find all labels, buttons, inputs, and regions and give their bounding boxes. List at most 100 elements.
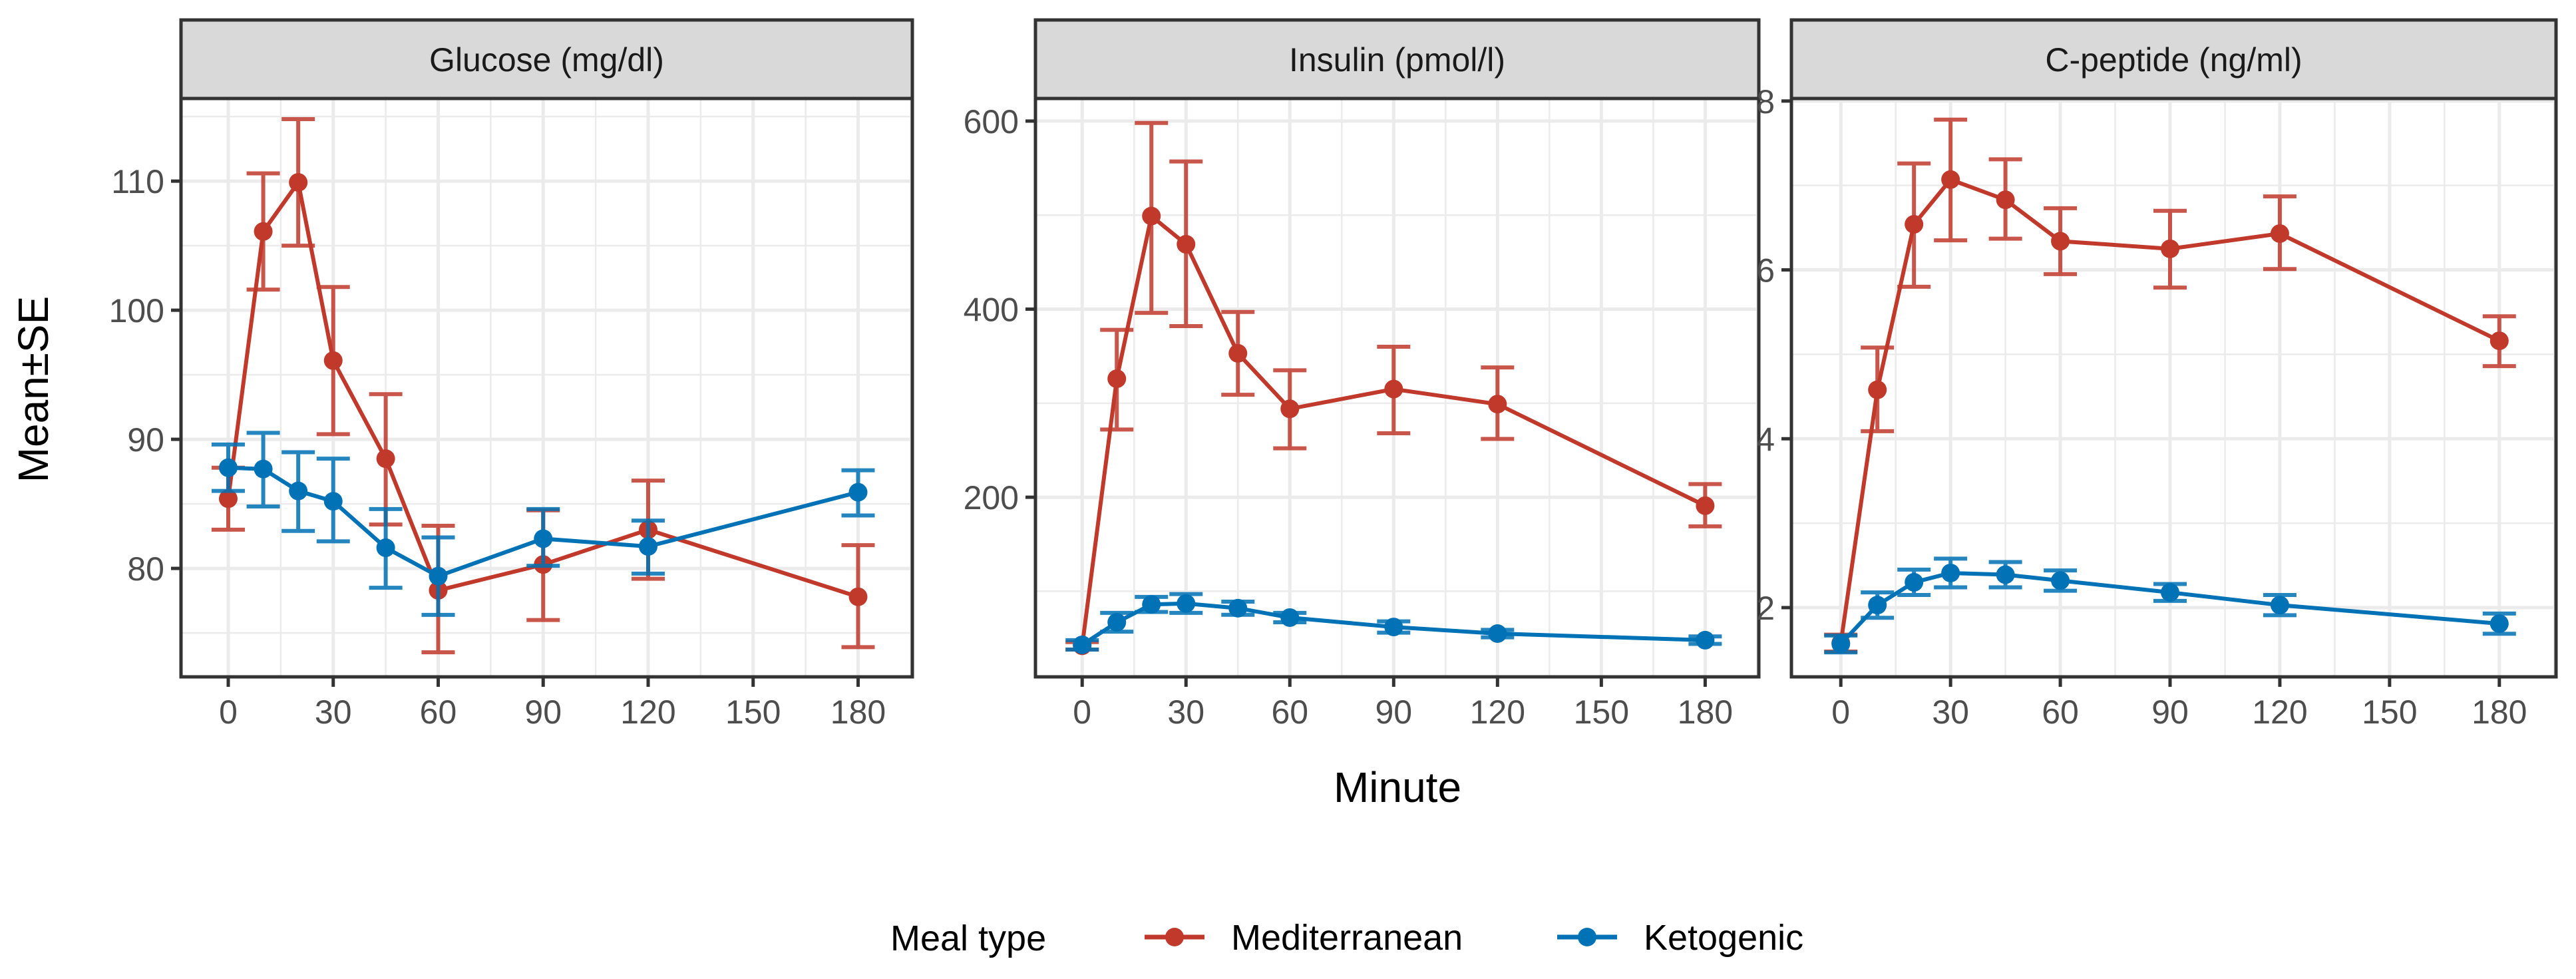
data-point bbox=[1228, 598, 1248, 618]
y-axis-title: Mean±SE bbox=[9, 296, 57, 483]
data-point bbox=[1905, 215, 1924, 234]
y-tick-label: 200 bbox=[964, 479, 1019, 516]
data-point bbox=[323, 351, 343, 370]
y-tick-label: 90 bbox=[127, 421, 164, 459]
data-point bbox=[1868, 596, 1887, 615]
data-point bbox=[848, 587, 868, 606]
x-tick-label: 30 bbox=[315, 693, 352, 731]
data-point bbox=[429, 566, 448, 586]
x-tick-label: 60 bbox=[420, 693, 457, 731]
y-tick-label: 2 bbox=[1756, 590, 1775, 627]
data-point bbox=[2489, 331, 2509, 351]
x-tick-label: 60 bbox=[2042, 693, 2079, 731]
legend-item-mediterranean[interactable]: Mediterranean bbox=[1145, 918, 1463, 958]
facet-strip bbox=[1033, 18, 1761, 100]
data-point bbox=[2051, 571, 2070, 590]
data-point bbox=[1107, 369, 1127, 389]
series-ketogenic bbox=[211, 431, 875, 617]
legend-key-point bbox=[1578, 928, 1596, 946]
data-point bbox=[638, 537, 657, 556]
data-point bbox=[218, 458, 238, 477]
data-point bbox=[2161, 583, 2180, 602]
data-point bbox=[218, 489, 238, 508]
data-point bbox=[534, 529, 553, 548]
data-point bbox=[2270, 224, 2289, 243]
data-point bbox=[289, 173, 308, 192]
data-point bbox=[1941, 563, 1960, 582]
data-point bbox=[2489, 614, 2509, 634]
data-point bbox=[254, 459, 273, 479]
facet-title: Insulin (pmol/l) bbox=[1289, 41, 1505, 79]
legend-title: Meal type bbox=[890, 918, 1046, 958]
data-point bbox=[1177, 235, 1196, 254]
data-point bbox=[1280, 399, 1300, 419]
data-point bbox=[1107, 613, 1127, 632]
panel-2: Insulin (pmol/l) 0 30 60 90 120 150 180 200 400 60… bbox=[964, 18, 1761, 731]
data-point bbox=[2051, 232, 2070, 251]
data-point bbox=[1488, 395, 1507, 414]
series-ketogenic bbox=[1824, 556, 2516, 655]
data-point bbox=[848, 483, 868, 502]
x-tick-label: 150 bbox=[725, 693, 781, 731]
x-tick-label: 120 bbox=[2252, 693, 2307, 731]
x-tick-label: 120 bbox=[620, 693, 675, 731]
x-axis-title: Minute bbox=[1334, 763, 1461, 811]
x-tick-label: 120 bbox=[1470, 693, 1525, 731]
series-mediterranean bbox=[1065, 120, 1722, 656]
data-point bbox=[1280, 608, 1300, 627]
x-tick-label: 30 bbox=[1167, 693, 1204, 731]
legend-label: Ketogenic bbox=[1644, 918, 1803, 958]
data-point bbox=[289, 481, 308, 500]
plot-background bbox=[181, 98, 912, 677]
data-point bbox=[254, 222, 273, 241]
legend: Meal type Mediterranean Ketogenic bbox=[890, 918, 1803, 958]
y-tick-label: 80 bbox=[127, 550, 164, 588]
y-tick-label: 600 bbox=[964, 103, 1019, 140]
x-tick-label: 90 bbox=[2151, 693, 2189, 731]
y-tick-label: 6 bbox=[1756, 252, 1775, 290]
y-tick-label: 8 bbox=[1756, 83, 1775, 120]
legend-item-ketogenic[interactable]: Ketogenic bbox=[1557, 918, 1803, 958]
x-tick-label: 90 bbox=[1375, 693, 1412, 731]
x-tick-label: 180 bbox=[1678, 693, 1733, 731]
data-point bbox=[1073, 635, 1092, 654]
x-tick-label: 150 bbox=[2362, 693, 2417, 731]
x-tick-label: 180 bbox=[2472, 693, 2527, 731]
data-point bbox=[1941, 170, 1960, 189]
facet-strip bbox=[179, 18, 914, 100]
x-tick-label: 150 bbox=[1574, 693, 1629, 731]
y-tick-label: 110 bbox=[111, 163, 164, 200]
data-point bbox=[376, 449, 395, 469]
panels: Glucose (mg/dl)0 30 60 90 120 150 180809010011… bbox=[109, 18, 2558, 731]
data-point bbox=[1868, 380, 1887, 399]
panel-3: C-peptide (ng/ml) 0 30 60 90 120 150 180 2 4 6 8 bbox=[1756, 18, 2558, 731]
y-tick-label: 100 bbox=[109, 292, 164, 329]
legend-label: Mediterranean bbox=[1231, 918, 1463, 958]
data-point bbox=[1905, 572, 1924, 592]
facet-strip bbox=[1789, 18, 2558, 100]
x-tick-label: 90 bbox=[524, 693, 562, 731]
legend-key-point bbox=[1165, 928, 1184, 946]
y-tick-label: 400 bbox=[964, 292, 1019, 329]
data-point bbox=[376, 538, 395, 558]
x-tick-label: 0 bbox=[1073, 693, 1091, 731]
x-tick-label: 60 bbox=[1271, 693, 1308, 731]
data-point bbox=[1996, 190, 2015, 210]
series-ketogenic bbox=[1065, 592, 1722, 654]
data-point bbox=[1384, 379, 1403, 399]
data-point bbox=[1177, 594, 1196, 613]
facet-title: Glucose (mg/dl) bbox=[429, 41, 664, 79]
facet-title: C-peptide (ng/ml) bbox=[2045, 41, 2302, 79]
data-point bbox=[2270, 596, 2289, 615]
data-point bbox=[1696, 630, 1715, 650]
data-point bbox=[1142, 206, 1161, 226]
x-tick-label: 0 bbox=[1831, 693, 1850, 731]
data-point bbox=[1831, 634, 1851, 654]
x-tick-label: 30 bbox=[1932, 693, 1969, 731]
data-point bbox=[1228, 343, 1248, 363]
data-point bbox=[1384, 618, 1403, 637]
data-point bbox=[323, 492, 343, 511]
panel-1: Glucose (mg/dl) 0 30 60 90 120 150 180 80 90 100 11… bbox=[109, 18, 914, 731]
data-point bbox=[2161, 239, 2180, 258]
